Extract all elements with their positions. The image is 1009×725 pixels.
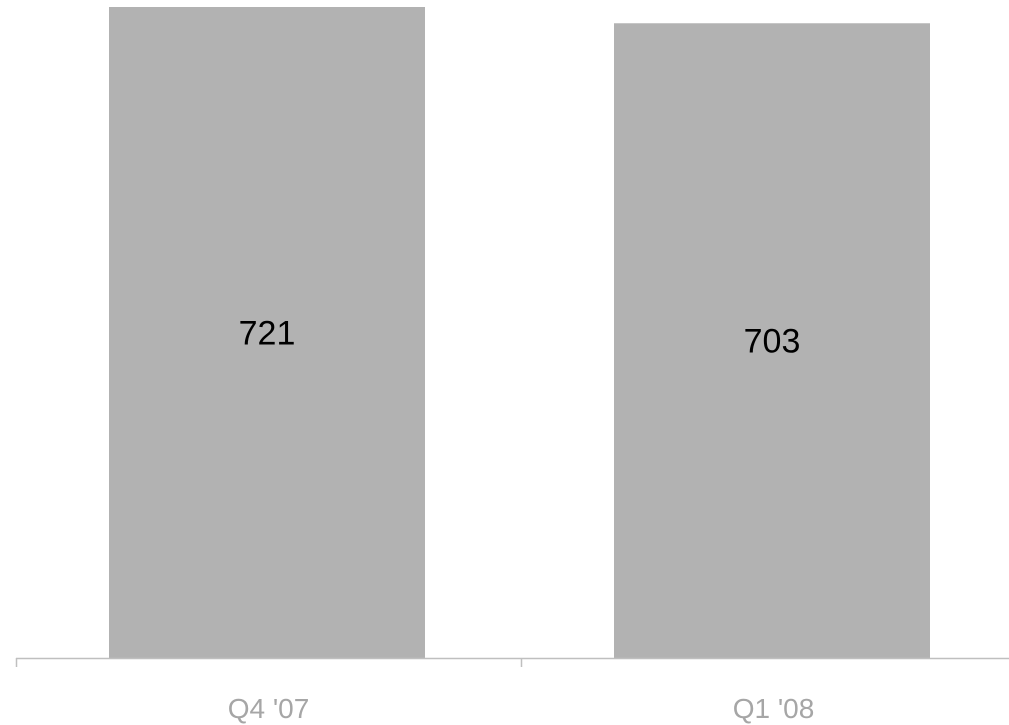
bars-layer <box>109 7 930 658</box>
x-tick-label-1: Q4 '07 <box>228 693 310 724</box>
x-axis <box>15 657 1009 667</box>
labels-layer: 721 Q4 '07 703 Q1 '08 <box>228 315 815 725</box>
x-tick-label-2: Q1 '08 <box>733 693 815 724</box>
bar-1 <box>109 7 425 658</box>
bar-2 <box>614 23 930 658</box>
data-label-2: 703 <box>744 323 801 361</box>
data-label-1: 721 <box>239 315 296 353</box>
